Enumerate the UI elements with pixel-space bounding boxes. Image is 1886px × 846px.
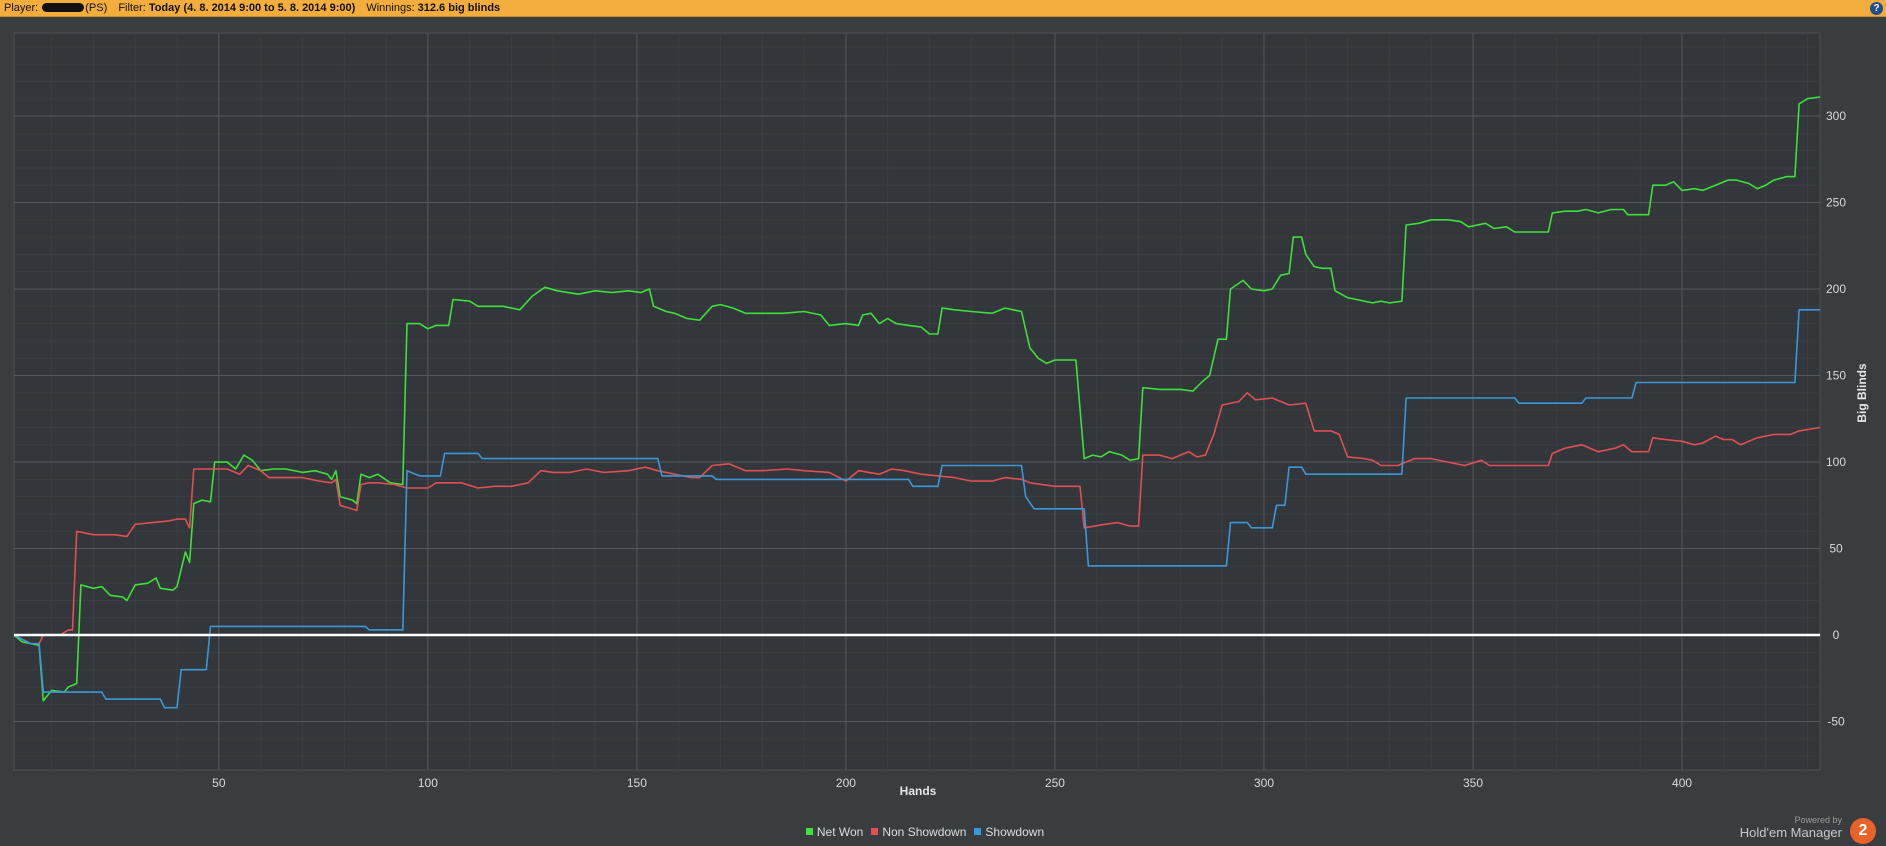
y-tick-label: 200 (1826, 282, 1846, 296)
filter-value[interactable]: Today (4. 8. 2014 9:00 to 5. 8. 2014 9:0… (148, 2, 356, 14)
hm2-logo-icon: 2 (1850, 818, 1876, 844)
powered-by: Powered by Hold'em Manager (1740, 815, 1842, 840)
y-tick-label: -50 (1827, 715, 1845, 729)
x-tick-label: 200 (836, 776, 856, 790)
player-label: Player: (4, 2, 39, 14)
y-tick-label: 300 (1826, 109, 1846, 123)
legend-label: Non Showdown (882, 825, 967, 839)
filter-bar: Player: (PS) Filter: Today (4. 8. 2014 9:0… (0, 0, 1886, 17)
filter-label: Filter: (118, 2, 146, 14)
y-tick-label: 150 (1826, 369, 1846, 383)
y-tick-label: 100 (1826, 455, 1846, 469)
y-tick-label: 50 (1829, 542, 1843, 556)
legend: Net Won Non Showdown Showdown (0, 825, 1850, 839)
redacted-player-name (42, 3, 85, 12)
x-tick-label: 400 (1672, 776, 1692, 790)
legend-swatch (805, 828, 813, 835)
x-tick-label: 350 (1463, 776, 1483, 790)
player-value: (PS) (85, 2, 108, 14)
legend-label: Showdown (985, 825, 1045, 839)
major-grid (14, 33, 1820, 770)
series-line-non-showdown[interactable] (13, 392, 1821, 645)
graph-area: 50 100 150 200 250 300 350 400 -50 0 50 100 150 200 25… (13, 32, 1869, 798)
minor-grid (14, 33, 1820, 770)
legend-label: Net Won (816, 825, 864, 839)
series-line-net-won[interactable] (13, 96, 1821, 702)
plot-background (13, 32, 1821, 771)
x-tick-label: 250 (1045, 776, 1065, 790)
x-tick-label: 300 (1254, 776, 1274, 790)
winnings-value: 312.6 big blinds (417, 2, 501, 14)
powered-by-text: Powered by (1794, 815, 1842, 825)
y-axis-label: Big Blinds (1855, 363, 1869, 423)
x-tick-label: 100 (418, 776, 438, 790)
y-tick-label: 250 (1826, 196, 1846, 210)
series-line-showdown[interactable] (13, 309, 1820, 709)
series-layer (13, 96, 1821, 709)
legend-item-net-won[interactable]: Net Won (805, 825, 864, 839)
help-icon[interactable]: ? (1870, 2, 1883, 15)
legend-item-non-showdown[interactable]: Non Showdown (871, 825, 966, 839)
y-tick-label: 0 (1833, 628, 1840, 642)
x-tick-label: 150 (627, 776, 647, 790)
legend-swatch (974, 828, 982, 835)
tick-labels: 50 100 150 200 250 300 350 400 -50 0 50 100 150 200 25… (212, 109, 1846, 790)
winnings-label: Winnings: (366, 2, 415, 14)
legend-item-showdown[interactable]: Showdown (974, 825, 1044, 839)
legend-swatch (871, 828, 879, 835)
product-name: Hold'em Manager (1739, 825, 1842, 840)
x-tick-label: 50 (212, 776, 226, 790)
x-axis-label: Hands (900, 784, 937, 798)
